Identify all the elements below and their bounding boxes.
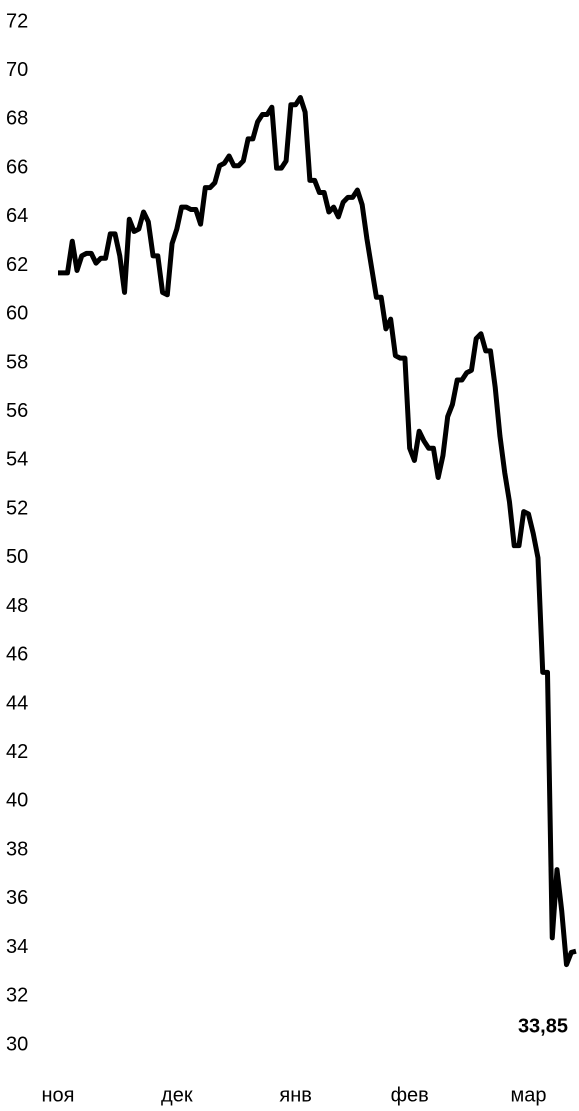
x-tick-label: фев bbox=[391, 1084, 429, 1106]
y-tick-label: 30 bbox=[6, 1033, 28, 1055]
x-tick-label: янв bbox=[279, 1084, 312, 1106]
y-tick-label: 50 bbox=[6, 546, 28, 568]
y-tick-label: 70 bbox=[6, 59, 28, 81]
data-label: 33,85 bbox=[518, 1016, 568, 1038]
x-tick-label: ноя bbox=[42, 1084, 75, 1106]
y-tick-label: 52 bbox=[6, 497, 28, 519]
y-tick-label: 32 bbox=[6, 985, 28, 1007]
y-tick-label: 60 bbox=[6, 303, 28, 325]
y-tick-label: 40 bbox=[6, 790, 28, 812]
y-tick-label: 58 bbox=[6, 351, 28, 373]
y-tick-label: 66 bbox=[6, 156, 28, 178]
y-tick-label: 38 bbox=[6, 838, 28, 860]
y-tick-label: 34 bbox=[6, 936, 28, 958]
y-tick-label: 72 bbox=[6, 10, 28, 32]
line bbox=[58, 95, 577, 968]
y-tick-label: 54 bbox=[6, 449, 28, 471]
y-tick-label: 48 bbox=[6, 595, 28, 617]
y-tick-label: 44 bbox=[6, 692, 28, 714]
y-tick-label: 56 bbox=[6, 400, 28, 422]
y-tick-label: 36 bbox=[6, 887, 28, 909]
y-tick-label: 62 bbox=[6, 254, 28, 276]
y-tick-label: 64 bbox=[6, 205, 28, 227]
x-tick-label: дек bbox=[161, 1084, 193, 1106]
x-tick-label: мар bbox=[510, 1084, 546, 1106]
y-tick-label: 42 bbox=[6, 741, 28, 763]
y-tick-label: 68 bbox=[6, 108, 28, 130]
y-tick-label: 46 bbox=[6, 644, 28, 666]
